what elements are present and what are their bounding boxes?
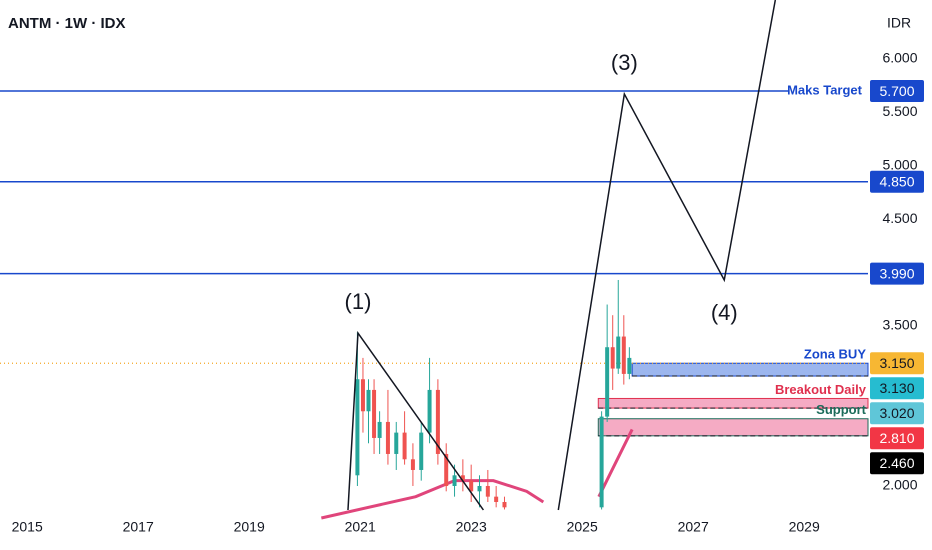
price-badge-label: 2.460 <box>879 455 914 471</box>
candle-body <box>469 480 474 492</box>
candle-body <box>377 421 382 438</box>
price-badge <box>870 262 924 285</box>
y-tick-label: 2.000 <box>882 477 917 493</box>
candle-body <box>394 432 399 454</box>
zone-label: Support <box>816 402 866 417</box>
level-label: Maks Target <box>787 82 863 97</box>
zone <box>631 362 869 377</box>
x-tick-label: 2019 <box>234 519 265 535</box>
candle-body <box>621 336 626 374</box>
x-tick-label: 2023 <box>456 519 487 535</box>
candle-body <box>419 432 424 470</box>
candle-body <box>452 475 457 486</box>
y-tick-label: 3.500 <box>882 317 917 333</box>
wave-label: (4) <box>711 300 738 325</box>
moving-average <box>321 428 634 520</box>
price-badge-label: 3.130 <box>879 380 914 396</box>
price-badge-label: 4.850 <box>879 173 914 189</box>
candle-body <box>502 501 507 508</box>
candle-body <box>427 389 432 433</box>
x-tick-label: 2017 <box>123 519 154 535</box>
candle-body <box>366 389 371 412</box>
candle-body <box>494 496 499 502</box>
price-badge-label: 3.020 <box>879 405 914 421</box>
x-tick-label: 2021 <box>345 519 376 535</box>
price-badge-label: 5.700 <box>879 83 914 99</box>
price-badge <box>870 80 924 103</box>
x-tick-label: 2027 <box>678 519 709 535</box>
x-tick-label: 2025 <box>567 519 598 535</box>
zone <box>597 418 869 437</box>
x-tick-label: 2029 <box>789 519 820 535</box>
candle-body <box>360 379 365 412</box>
price-badge <box>870 352 924 375</box>
candle-body <box>355 379 360 476</box>
price-badge-label: 3.990 <box>879 265 914 281</box>
price-badge <box>870 402 924 425</box>
zone-label: Zona BUY <box>804 347 866 362</box>
zone-label: Breakout Daily <box>775 382 867 397</box>
candle-body <box>460 475 465 481</box>
candle-body <box>599 416 604 508</box>
y-tick-label: 4.500 <box>882 210 917 226</box>
price-badge-label: 3.150 <box>879 355 914 371</box>
candle-body <box>627 357 632 374</box>
wave-label: (3) <box>611 50 638 75</box>
candle-body <box>605 347 610 417</box>
price-badge <box>870 427 924 450</box>
wave-line <box>347 0 777 511</box>
candle-body <box>435 389 440 454</box>
price-badge <box>870 452 924 475</box>
price-badge-label: 2.810 <box>879 430 914 446</box>
candle-body <box>610 347 615 369</box>
price-badge <box>870 377 924 400</box>
candle-body <box>477 485 482 492</box>
y-tick-label: 5.500 <box>882 103 917 119</box>
price-badge <box>870 170 924 193</box>
y-tick-label: 6.000 <box>882 50 917 66</box>
candle-body <box>616 336 621 369</box>
candle-body <box>372 389 377 438</box>
level-label-bg <box>788 82 868 101</box>
x-tick-label: 2015 <box>12 519 43 535</box>
wave-label: (1) <box>345 289 372 314</box>
y-tick-label: 5.000 <box>882 156 917 172</box>
candle-body <box>485 485 490 497</box>
chart-title: ANTM · 1W · IDX <box>8 15 126 32</box>
candle-body <box>402 432 407 460</box>
currency: IDR <box>887 15 911 31</box>
candle-body <box>385 421 390 454</box>
zone <box>597 397 869 409</box>
candle-body <box>444 453 449 486</box>
candle-body <box>410 459 415 470</box>
